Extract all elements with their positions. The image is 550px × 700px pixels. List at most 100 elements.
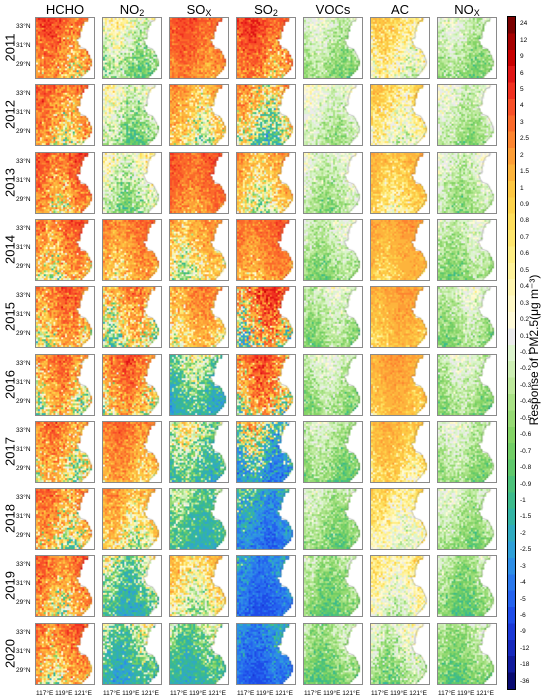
colorbar-tick: 9 <box>520 53 524 61</box>
colorbar-tick: 0.5 <box>520 266 530 274</box>
lat-tick: 29°N <box>16 666 31 674</box>
map-panel-nox-2016 <box>437 353 497 416</box>
map-panel-so2-2013 <box>236 151 296 214</box>
map-panel-sox-2020 <box>169 622 229 685</box>
colorbar-tick: 5 <box>520 85 524 93</box>
colorbar-tick: -0.4 <box>520 398 532 406</box>
lat-tick: 31°N <box>16 243 31 251</box>
lat-tick: 29°N <box>16 397 31 405</box>
colorbar-tick: 0.4 <box>520 283 530 291</box>
lat-tick: 31°N <box>16 513 31 521</box>
colorbar-tick: -36 <box>520 677 530 685</box>
colorbar-tick: -1 <box>520 496 526 504</box>
lat-tick: 33°N <box>16 90 31 98</box>
map-panel-ac-2018 <box>370 488 430 551</box>
map-panel-so2-2017 <box>236 420 296 483</box>
colorbar-tick: -18 <box>520 661 530 669</box>
colorbar-title: Response of PM2.5(μg m⁻³) <box>527 274 541 426</box>
colorbar-tick: -6 <box>520 612 526 620</box>
lat-tick: 33°N <box>16 224 31 232</box>
map-panel-vocs-2016 <box>303 353 363 416</box>
map-panel-vocs-2011 <box>303 17 363 79</box>
map-panel-sox-2013 <box>169 151 229 214</box>
map-panel-ac-2011 <box>370 17 430 79</box>
map-panel-nox-2013 <box>437 151 497 214</box>
lat-tick: 33°N <box>16 561 31 569</box>
lat-tick: 31°N <box>16 647 31 655</box>
map-panel-nox-2019 <box>437 555 497 618</box>
map-panel-sox-2016 <box>169 353 229 416</box>
colorbar-tick: 2.5 <box>520 135 530 143</box>
map-panel-sox-2018 <box>169 488 229 551</box>
map-panel-hcho-2014 <box>35 218 95 281</box>
map-panel-no2-2015 <box>102 286 162 349</box>
map-panel-hcho-2018 <box>35 488 95 551</box>
lat-tick: 29°N <box>16 532 31 540</box>
lat-tick: 33°N <box>16 628 31 636</box>
map-panel-no2-2020 <box>102 622 162 685</box>
map-panel-sox-2014 <box>169 218 229 281</box>
colorbar-tick: -3 <box>520 562 526 570</box>
map-panel-so2-2019 <box>236 555 296 618</box>
colorbar <box>507 16 516 690</box>
map-panel-vocs-2020 <box>303 622 363 685</box>
lat-tick: 31°N <box>16 378 31 386</box>
colorbar-tick: -0.8 <box>520 464 532 472</box>
lat-tick: 29°N <box>16 262 31 270</box>
colorbar-tick: 0.9 <box>520 201 530 209</box>
map-panel-so2-2014 <box>236 218 296 281</box>
lat-tick: 29°N <box>16 464 31 472</box>
map-panel-vocs-2017 <box>303 420 363 483</box>
map-panel-hcho-2019 <box>35 555 95 618</box>
colorbar-tick: -4 <box>520 579 526 587</box>
colorbar-tick: -2.5 <box>520 546 532 554</box>
colorbar-tick: 4 <box>520 102 524 110</box>
map-panel-hcho-2015 <box>35 286 95 349</box>
map-panel-vocs-2014 <box>303 218 363 281</box>
lat-tick: 31°N <box>16 580 31 588</box>
map-panel-no2-2019 <box>102 555 162 618</box>
map-panel-vocs-2015 <box>303 286 363 349</box>
colorbar-tick: -0.5 <box>520 414 532 422</box>
lat-tick: 29°N <box>16 330 31 338</box>
map-panel-nox-2020 <box>437 622 497 685</box>
colorbar-tick: 0.2 <box>520 316 530 324</box>
map-panel-no2-2012 <box>102 84 162 147</box>
colorbar-tick: -1.5 <box>520 513 532 521</box>
lat-tick: 31°N <box>16 109 31 117</box>
lat-tick: 33°N <box>16 426 31 434</box>
lat-tick: 33°N <box>16 23 31 30</box>
map-panel-sox-2011 <box>169 17 229 79</box>
lat-tick: 33°N <box>16 157 31 165</box>
map-panel-so2-2018 <box>236 488 296 551</box>
lat-tick: 29°N <box>16 599 31 607</box>
map-panel-hcho-2012 <box>35 84 95 147</box>
map-panel-so2-2015 <box>236 286 296 349</box>
lat-tick: 31°N <box>16 311 31 319</box>
map-panel-nox-2017 <box>437 420 497 483</box>
lon-ticks: 117°E 119°E 121°E <box>103 690 159 697</box>
colorbar-tick: 0.1 <box>520 332 530 340</box>
map-panel-ac-2016 <box>370 353 430 416</box>
map-panel-nox-2011 <box>437 17 497 79</box>
map-panel-no2-2017 <box>102 420 162 483</box>
map-panel-ac-2020 <box>370 622 430 685</box>
column-title-5: AC <box>390 2 410 17</box>
lon-ticks: 117°E 119°E 121°E <box>438 690 494 697</box>
map-panel-sox-2012 <box>169 84 229 147</box>
lon-ticks: 117°E 119°E 121°E <box>371 690 427 697</box>
colorbar-tick: -12 <box>520 644 530 652</box>
colorbar-tick: -0.6 <box>520 431 532 439</box>
column-title-0: HCHO <box>45 2 85 17</box>
map-panel-ac-2019 <box>370 555 430 618</box>
map-panel-ac-2014 <box>370 218 430 281</box>
map-panel-hcho-2011 <box>35 17 95 79</box>
column-title-6: NOX <box>454 2 480 18</box>
colorbar-tick: 1.5 <box>520 168 530 176</box>
colorbar-tick: -0.9 <box>520 480 532 488</box>
map-panel-ac-2013 <box>370 151 430 214</box>
map-panel-so2-2020 <box>236 622 296 685</box>
map-panel-so2-2011 <box>236 17 296 79</box>
lon-ticks: 117°E 119°E 121°E <box>237 690 293 697</box>
